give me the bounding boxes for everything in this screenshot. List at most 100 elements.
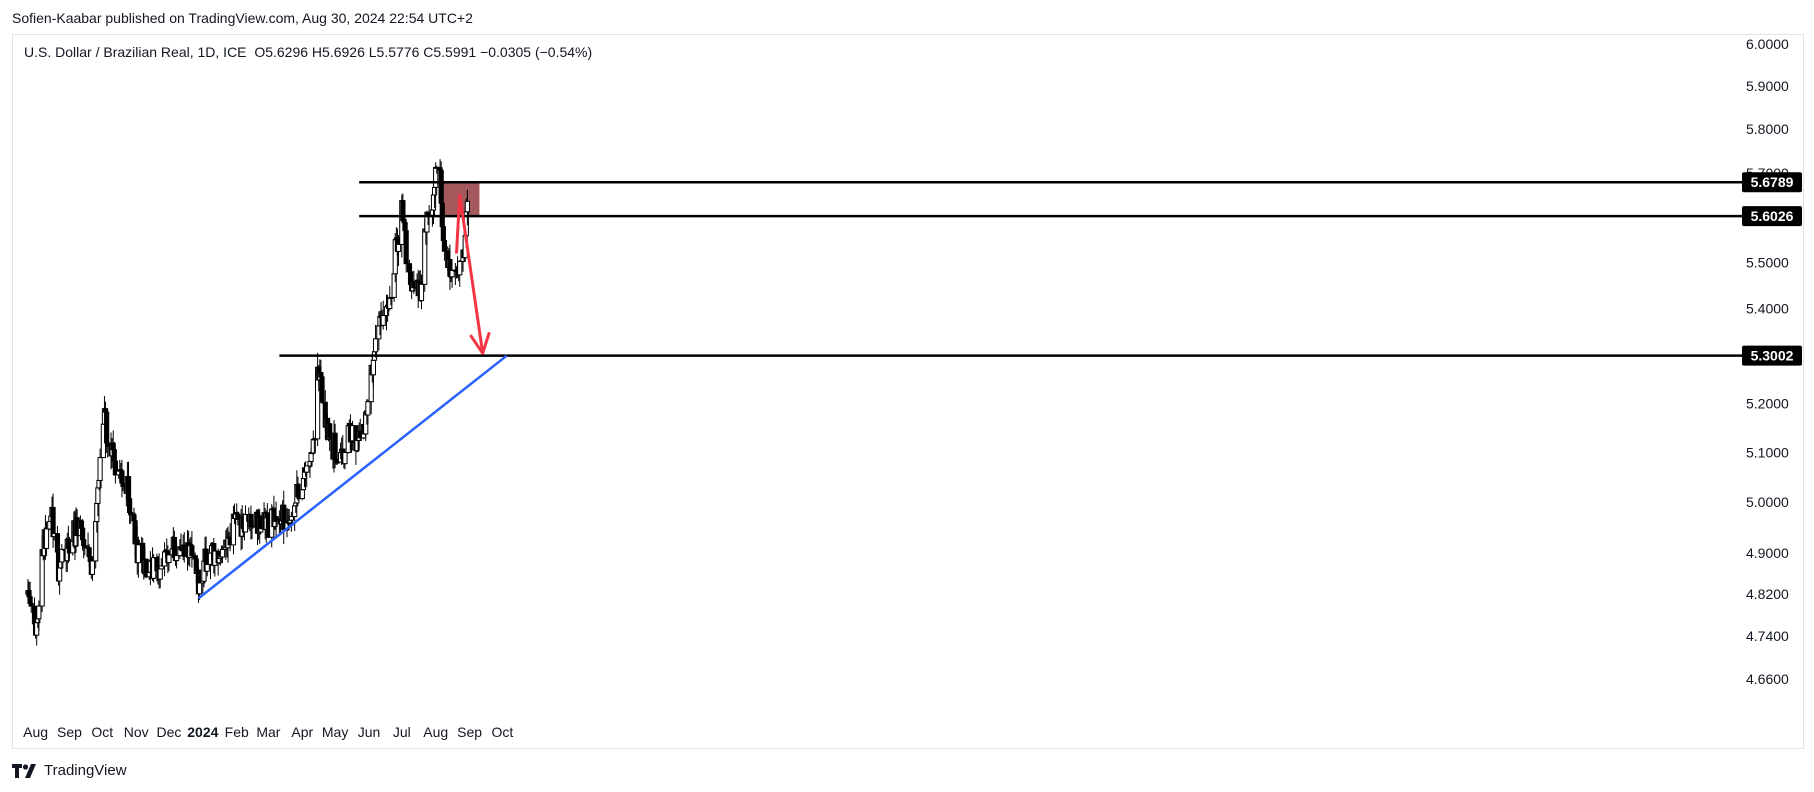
projection-arrow (454, 193, 485, 354)
x-tick-label: Apr (291, 724, 313, 740)
legend-high: H5.6926 (311, 44, 365, 60)
y-tick-label: 5.4000 (1746, 301, 1789, 317)
x-tick-label: May (322, 724, 348, 740)
legend-symbol: U.S. Dollar / Brazilian Real, 1D, ICE (24, 44, 247, 60)
legend-low: L5.5776 (368, 44, 420, 60)
candle-body (196, 582, 203, 595)
legend-open: O5.6296 (254, 44, 309, 60)
candle-body (112, 460, 118, 476)
y-tick-label: 5.1000 (1746, 444, 1789, 460)
y-tick-label: 5.8000 (1746, 121, 1789, 137)
candle-body (288, 516, 294, 521)
candle-body (299, 489, 305, 500)
candle-body (189, 545, 195, 557)
candle-body (242, 514, 249, 533)
candle-body (59, 548, 65, 563)
candle-body (380, 315, 386, 326)
y-tick-label: 6.0000 (1746, 36, 1789, 52)
footer-branding[interactable]: TradingView (12, 762, 127, 779)
x-tick-label: Mar (256, 724, 280, 740)
level-price-tag (1742, 345, 1802, 366)
x-tick-label: Aug (23, 724, 48, 740)
candle-body (43, 528, 50, 549)
candle-body (157, 568, 163, 580)
publisher-header: Sofien-Kaabar published on TradingView.c… (12, 10, 473, 26)
y-tick-label: 4.9000 (1746, 545, 1789, 561)
candle-body (111, 449, 117, 462)
candle-body (406, 263, 413, 273)
candle-body (403, 230, 409, 265)
tradingview-logo-icon (12, 763, 36, 778)
candle-body (319, 376, 325, 403)
x-tick-label: Jul (393, 724, 411, 740)
candle-body (304, 465, 310, 473)
candle-body (219, 549, 226, 558)
candle-body (327, 423, 333, 439)
symbol-legend: U.S. Dollar / Brazilian Real, 1D, ICE O5… (24, 44, 592, 60)
candle-body (97, 457, 103, 481)
y-tick-label: 5.9000 (1746, 78, 1789, 94)
candle-body (105, 442, 111, 447)
arrow-annotation-layer[interactable] (454, 193, 491, 355)
level-price-label: 5.3002 (1751, 348, 1794, 364)
x-tick-label: Dec (157, 724, 182, 740)
candle-body (258, 528, 264, 533)
candle-body (57, 567, 63, 582)
level-price-label: 5.6026 (1751, 208, 1794, 224)
legend-change: −0.0305 (−0.54%) (480, 44, 593, 60)
candle-body (372, 338, 379, 353)
x-tick-label: Oct (491, 724, 513, 740)
x-tick-label: Nov (124, 724, 149, 740)
candle-body (28, 602, 34, 607)
candle-body (464, 200, 470, 213)
y-tick-label: 4.8200 (1746, 586, 1789, 602)
x-tick-label: Feb (225, 724, 249, 740)
x-tick-label: Aug (423, 724, 448, 740)
arrow-head-icon (469, 331, 491, 355)
time-axis[interactable]: Aug Sep Oct Nov Dec 2024 Feb Mar Apr May Jun Jul Aug… (23, 724, 513, 740)
footer-brand-text: TradingView (44, 762, 127, 779)
candles-layer (25, 159, 470, 646)
candle-body (135, 544, 141, 564)
chart-pane[interactable] (12, 34, 1804, 749)
candle-body (441, 239, 448, 252)
x-tick-label: Jun (358, 724, 381, 740)
y-tick-label: 5.0000 (1746, 494, 1789, 510)
candle-body (395, 243, 402, 252)
level-labels-layer: 5.6789 5.6026 5.3002 (1742, 172, 1802, 366)
candle-body (457, 260, 463, 276)
y-tick-label: 4.7400 (1746, 628, 1789, 644)
price-axis[interactable]: 6.00005.90005.80005.70005.60005.50005.40… (1746, 36, 1789, 687)
candle-body (204, 563, 210, 572)
candle-body (334, 461, 340, 464)
candle-body (418, 283, 425, 302)
x-tick-label: Oct (91, 724, 113, 740)
candle-body (449, 269, 455, 278)
y-tick-label: 5.2000 (1746, 396, 1789, 412)
candle-body (128, 511, 134, 516)
candle-body (82, 545, 88, 548)
candle-body (166, 554, 172, 564)
y-tick-label: 4.6600 (1746, 671, 1789, 687)
candle-body (158, 565, 164, 570)
trendline-layer[interactable] (197, 354, 508, 600)
candle-body (36, 605, 42, 620)
x-tick-label: Sep (457, 724, 482, 740)
y-tick-label: 5.5000 (1746, 255, 1789, 271)
candle-body (370, 359, 376, 376)
candle-body (174, 555, 180, 562)
level-price-label: 5.6789 (1751, 174, 1794, 190)
candle-body (120, 482, 126, 488)
x-tick-label: Sep (57, 724, 82, 740)
x-tick-label: 2024 (187, 724, 218, 740)
level-price-tag (1742, 172, 1802, 193)
candle-body (365, 401, 371, 416)
level-lines-layer[interactable] (279, 180, 1742, 357)
ascending-trendline (197, 354, 508, 600)
candle-body (235, 513, 241, 520)
candle-body (342, 452, 348, 465)
candle-body (89, 560, 96, 575)
legend-close: C5.5991 (423, 44, 477, 60)
level-price-tag (1742, 206, 1802, 227)
